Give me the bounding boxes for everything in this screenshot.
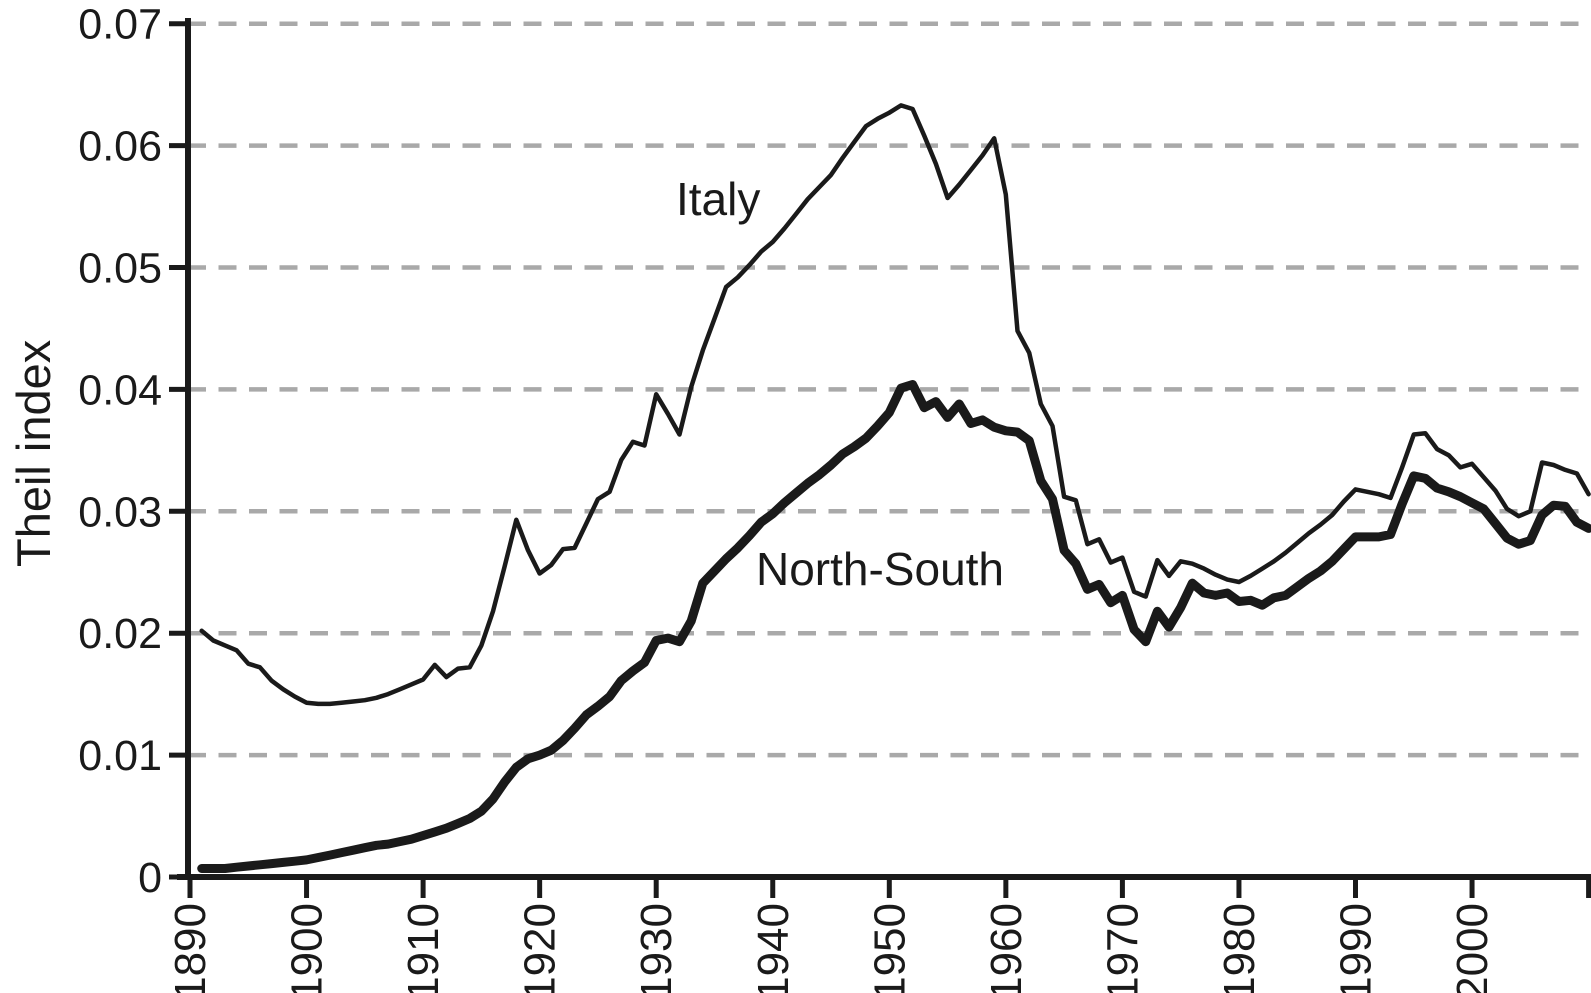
series-label-italy: Italy bbox=[676, 173, 761, 225]
x-tick-label: 1970 bbox=[1098, 903, 1147, 993]
x-tick-label: 2000 bbox=[1448, 903, 1497, 993]
y-tick-label: 0 bbox=[138, 854, 162, 902]
y-tick-label: 0.06 bbox=[78, 123, 162, 171]
x-tick-label: 1990 bbox=[1332, 903, 1381, 993]
y-tick-label: 0.07 bbox=[78, 1, 162, 49]
y-tick-label: 0.04 bbox=[78, 366, 162, 414]
x-tick-label: 1960 bbox=[982, 903, 1031, 993]
y-axis-title: Theil index bbox=[7, 339, 60, 567]
italy-line bbox=[199, 103, 1591, 707]
x-tick-label: 1930 bbox=[632, 903, 681, 993]
north-south-line bbox=[197, 380, 1591, 873]
y-tick-label: 0.03 bbox=[78, 488, 162, 536]
y-tick-label: 0.02 bbox=[78, 610, 162, 658]
x-tick-label: 1910 bbox=[399, 903, 448, 993]
x-tick-label: 1940 bbox=[749, 903, 798, 993]
x-tick-label: 1900 bbox=[283, 903, 332, 993]
x-tick-label: 1950 bbox=[865, 903, 914, 993]
x-tick-label: 1890 bbox=[166, 903, 215, 993]
series-label-north-south: North-South bbox=[756, 543, 1005, 595]
x-tick-label: 1920 bbox=[516, 903, 565, 993]
y-tick-label: 0.05 bbox=[78, 245, 162, 293]
x-tick-label: 1980 bbox=[1215, 903, 1264, 993]
y-tick-label: 0.01 bbox=[78, 732, 162, 780]
